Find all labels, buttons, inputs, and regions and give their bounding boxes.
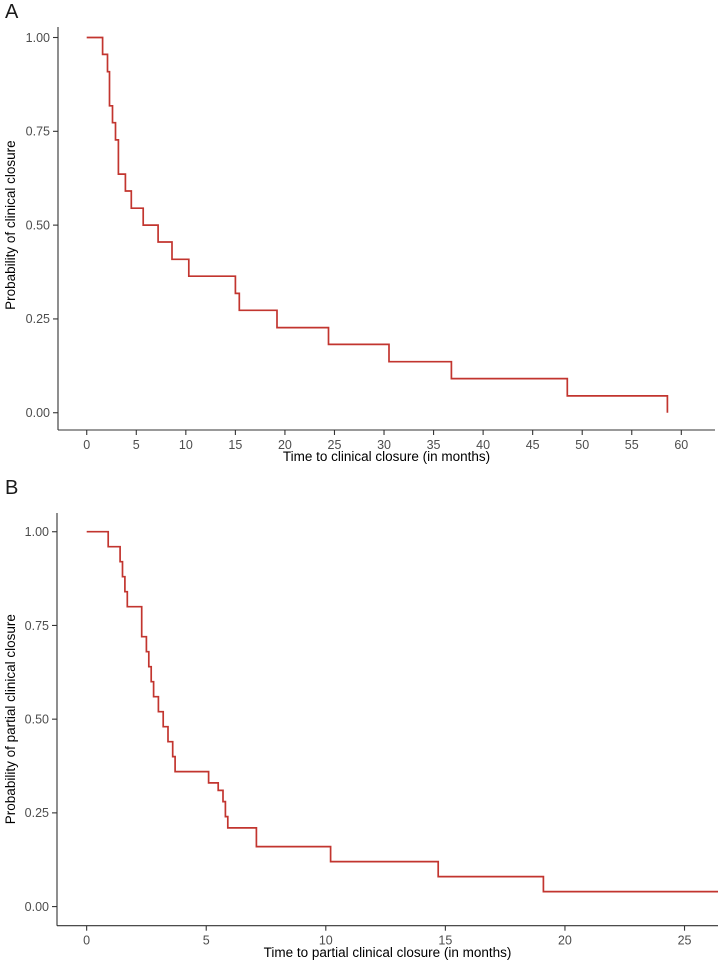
y-tick-label: 1.00 (25, 525, 49, 539)
panel-a-label: A (5, 1, 19, 23)
x-tick-label: 10 (179, 438, 193, 452)
x-tick-label: 35 (427, 438, 441, 452)
y-tick-label: 0.50 (25, 712, 49, 726)
y-tick-label: 0.00 (25, 900, 49, 914)
x-tick-label: 50 (575, 438, 589, 452)
km-curve (86, 530, 718, 893)
x-tick-label: 0 (83, 438, 90, 452)
x-tick-label: 15 (228, 438, 242, 452)
y-tick-label: 0.25 (26, 312, 50, 326)
panel-b-label: B (5, 477, 19, 499)
km-chart-partial-clinical-closure: 0 5 10 15 20 25 0.00 0.25 0.50 0.75 1.00 Time to pa… (3, 513, 718, 960)
x-axis-title: Time to clinical closure (in months) (283, 449, 490, 464)
y-tick-label: 0.25 (25, 806, 49, 820)
x-tick-label: 20 (558, 934, 572, 948)
x-tick-label: 15 (438, 934, 452, 948)
x-tick-label: 60 (674, 438, 688, 452)
y-tick-label: 0.75 (26, 125, 50, 139)
y-tick-label: 0.75 (25, 619, 49, 633)
y-tick-label: 0.00 (26, 406, 50, 420)
x-tick-label: 55 (625, 438, 639, 452)
x-tick-label: 5 (203, 934, 210, 948)
x-tick-label: 45 (526, 438, 540, 452)
km-curve (86, 36, 669, 413)
x-tick-label: 20 (278, 438, 292, 452)
y-tick-label: 0.50 (26, 218, 50, 232)
x-tick-label: 10 (319, 934, 333, 948)
y-tick-label: 1.00 (26, 31, 50, 45)
x-tick-label: 5 (133, 438, 140, 452)
x-tick-label: 25 (678, 934, 692, 948)
x-tick-label: 30 (377, 438, 391, 452)
x-tick-label: 25 (328, 438, 342, 452)
y-axis-title: Probability of partial clinical closure (3, 614, 18, 824)
km-chart-clinical-closure: 0 5 10 15 20 25 30 35 40 45 50 55 60 0.00 0.25 0.50 0.75… (3, 27, 715, 464)
x-tick-label: 40 (476, 438, 490, 452)
x-tick-label: 0 (83, 934, 90, 948)
y-axis-title: Probability of clinical closure (3, 140, 18, 310)
x-axis-title: Time to partial clinical closure (in mon… (264, 945, 512, 960)
